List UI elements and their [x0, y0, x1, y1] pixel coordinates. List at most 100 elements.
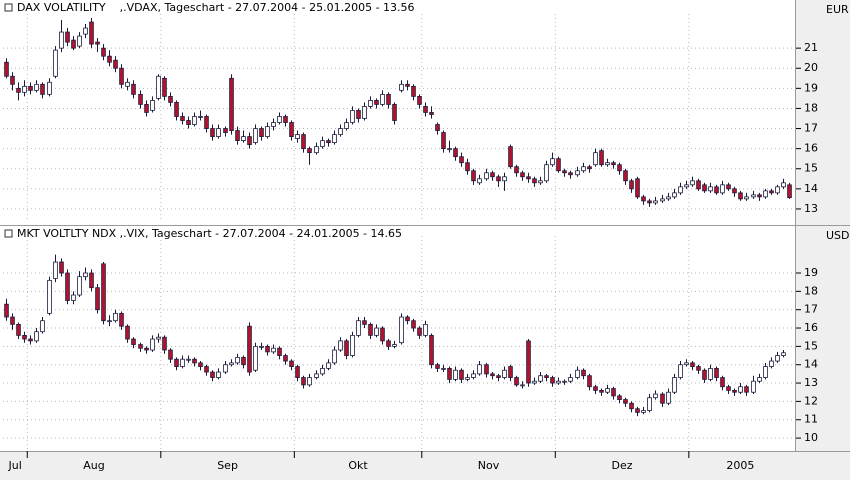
candle-body	[429, 334, 434, 366]
candle-body	[4, 303, 9, 318]
candle-body	[641, 410, 646, 413]
candle-body	[435, 124, 440, 131]
candle-body	[22, 334, 27, 340]
candle-body	[241, 356, 246, 366]
candle-body	[362, 106, 367, 119]
candle-body	[605, 162, 610, 166]
candle-body	[314, 373, 319, 378]
candle-body	[229, 77, 234, 131]
candle-body	[198, 116, 203, 118]
candle-body	[732, 389, 737, 393]
candle-body	[465, 377, 470, 380]
candle-body	[192, 358, 197, 364]
candle-body	[769, 360, 774, 367]
candle-body	[204, 366, 209, 373]
candle-body	[107, 320, 112, 323]
title-icon	[4, 3, 13, 12]
candle-body	[241, 136, 246, 142]
candle-body	[156, 336, 161, 340]
candle-body	[757, 194, 762, 198]
panel-title: DAX VOLATILITY ,.VDAX, Tageschart - 27.0…	[17, 1, 415, 14]
candle-body	[666, 196, 671, 200]
candle-body	[53, 261, 58, 279]
candle-body	[380, 93, 385, 105]
candle-body	[71, 294, 76, 301]
y-tick-label: 10	[804, 431, 818, 444]
candle-body	[775, 355, 780, 362]
candle-body	[508, 146, 513, 168]
candle-body	[186, 358, 191, 361]
candle-body	[326, 362, 331, 369]
candle-body	[447, 367, 452, 380]
candle-body	[253, 128, 258, 144]
candle-body	[53, 49, 58, 77]
candle-body	[362, 320, 367, 325]
x-tick-label: Jul	[7, 459, 21, 472]
candle-body	[508, 366, 513, 378]
candle-body	[514, 166, 519, 174]
candle-body	[95, 287, 100, 311]
candle-body	[744, 386, 749, 393]
candle-body	[271, 122, 276, 127]
candle-body	[344, 340, 349, 356]
candle-body	[568, 172, 573, 176]
y-tick-label: 13	[804, 376, 818, 389]
candle-body	[484, 364, 489, 375]
candle-body	[678, 364, 683, 378]
candle-body	[575, 170, 580, 176]
candle-body	[411, 85, 416, 97]
candle-body	[138, 344, 143, 349]
candle-body	[10, 316, 15, 325]
candle-body	[380, 327, 385, 342]
candle-body	[101, 47, 106, 57]
candle-body	[678, 186, 683, 194]
candle-body	[253, 345, 258, 371]
bottom-axis-strip	[0, 451, 850, 480]
candle-body	[453, 148, 458, 158]
candle-body	[635, 408, 640, 413]
candle-body	[338, 340, 343, 351]
candle-body	[101, 263, 106, 322]
candle-body	[702, 184, 707, 192]
candle-body	[599, 389, 604, 393]
candle-body	[89, 21, 94, 45]
candle-body	[635, 178, 640, 198]
candle-body	[556, 158, 561, 172]
candle-body	[392, 344, 397, 347]
candle-body	[471, 373, 476, 378]
y-tick-label: 14	[804, 182, 818, 195]
candle-body	[720, 377, 725, 388]
candle-body	[210, 371, 215, 378]
candle-body	[623, 399, 628, 404]
candle-body	[144, 347, 149, 351]
candle-body	[423, 323, 428, 336]
y-tick-label: 15	[804, 339, 818, 352]
candle-body	[16, 323, 21, 336]
candle-body	[144, 104, 149, 113]
candle-body	[459, 156, 464, 164]
candle-body	[10, 75, 15, 85]
candle-body	[386, 93, 391, 105]
candle-body	[587, 166, 592, 170]
candle-body	[477, 364, 482, 375]
candle-body	[532, 380, 537, 384]
y-tick-label: 19	[804, 81, 818, 94]
candle-body	[83, 27, 88, 35]
y-tick-label: 21	[804, 41, 818, 54]
candle-body	[399, 83, 404, 91]
candle-body	[59, 261, 64, 274]
candle-body	[356, 320, 361, 336]
candle-body	[186, 120, 191, 125]
candle-body	[162, 77, 167, 97]
candle-body	[131, 338, 136, 345]
candle-body	[538, 375, 543, 382]
candle-body	[131, 83, 136, 95]
candle-body	[411, 320, 416, 329]
y-tick-label: 16	[804, 142, 818, 155]
candle-body	[763, 366, 768, 378]
candle-body	[113, 59, 118, 69]
candle-body	[119, 312, 124, 327]
candle-body	[223, 364, 228, 373]
candle-body	[65, 272, 70, 301]
candle-body	[95, 41, 100, 45]
